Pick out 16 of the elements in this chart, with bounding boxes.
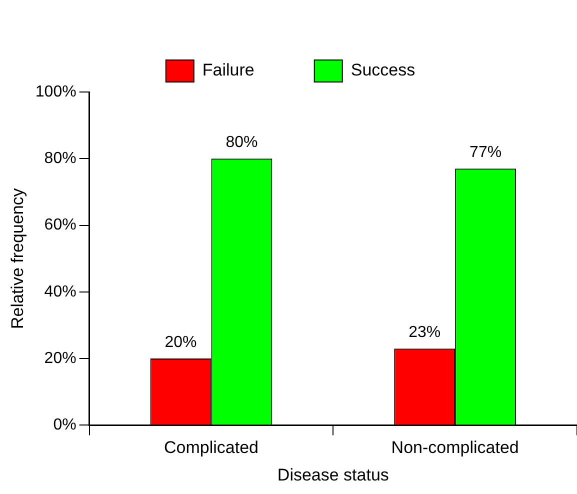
x-tick-label: Non-complicated [391, 438, 519, 458]
y-axis-title: Relative frequency [8, 188, 27, 330]
y-tick-label: 80% [44, 150, 76, 168]
y-tick-label: 100% [35, 83, 76, 100]
x-tick-label: Complicated [164, 438, 258, 458]
x-axis-title: Disease status [277, 465, 389, 484]
y-tick-label: 0% [53, 416, 76, 434]
y-tick-label: 60% [44, 216, 76, 234]
data-label: 77% [470, 144, 502, 162]
data-label: 80% [226, 134, 258, 152]
data-label: 20% [164, 334, 197, 351]
data-label: 23% [408, 324, 441, 341]
y-tick-label: 20% [44, 350, 76, 367]
legend-label: Failure [202, 60, 254, 80]
legend-label: Success [350, 60, 416, 80]
y-tick-label: 40% [44, 283, 76, 300]
